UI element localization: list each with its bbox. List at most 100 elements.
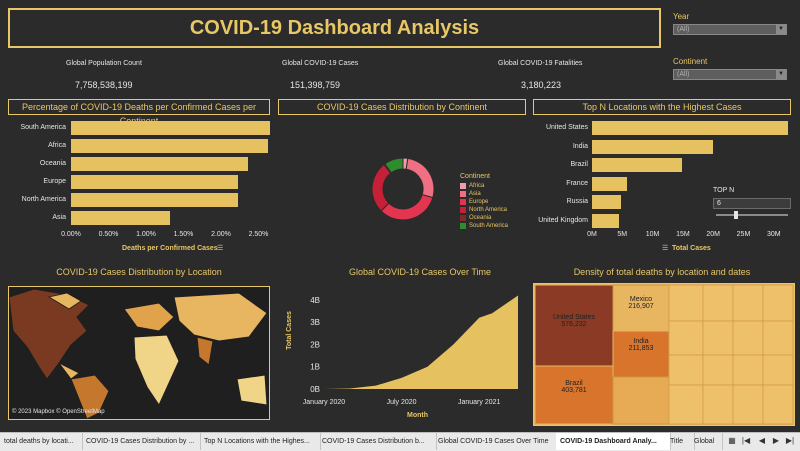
bar-category-label: Oceania bbox=[39, 160, 66, 167]
bar-mark[interactable] bbox=[71, 157, 248, 171]
x-tick-label: 0.00% bbox=[61, 231, 81, 238]
deaths-per-cases-bar-chart[interactable]: South America Africa Oceania Europe North Am… bbox=[8, 118, 270, 263]
continent-donut-chart[interactable] bbox=[366, 152, 440, 226]
legend-item[interactable]: Europe bbox=[460, 199, 530, 205]
treemap-title: Density of total deaths by location and … bbox=[573, 267, 751, 277]
treemap-label-india: India 211,853 bbox=[628, 338, 654, 352]
bar-mark[interactable] bbox=[592, 213, 619, 228]
y-tick-label: 4B bbox=[310, 296, 320, 305]
tab-dashboard[interactable]: COVID-19 Dashboard Analy... bbox=[556, 433, 671, 450]
year-filter-value: (All) bbox=[677, 26, 690, 33]
x-tick-label: 10M bbox=[645, 231, 660, 238]
kpi-fatalities-value: 3,180,223 bbox=[521, 80, 562, 90]
legend-item[interactable]: South America bbox=[460, 223, 530, 229]
year-filter-select[interactable]: (All) ▼ bbox=[673, 24, 787, 35]
bar-mark[interactable] bbox=[71, 139, 268, 153]
legend-label: Oceania bbox=[469, 215, 492, 221]
tab-global[interactable]: Global bbox=[690, 433, 723, 450]
x-tick-label: July 2020 bbox=[387, 399, 417, 406]
bar-mark[interactable] bbox=[592, 176, 627, 191]
topn-chart-title: Top N Locations with the Highest Cases bbox=[533, 99, 791, 115]
topn-slider-track[interactable] bbox=[716, 214, 788, 216]
bar-mark[interactable] bbox=[592, 121, 789, 135]
legend-label: Asia bbox=[469, 191, 481, 197]
sort-icon[interactable]: ☰ bbox=[217, 245, 224, 252]
deaths-chart-title: Percentage of COVID-19 Deaths per Confir… bbox=[8, 99, 270, 126]
area-yaxis-title: Total Cases bbox=[285, 310, 293, 350]
topn-input[interactable]: 6 bbox=[713, 198, 791, 209]
continent-filter-select[interactable]: (All) ▼ bbox=[673, 69, 787, 80]
y-tick-label: 2B bbox=[310, 340, 320, 349]
y-tick-label: 1B bbox=[310, 363, 320, 372]
area-series[interactable] bbox=[324, 295, 518, 389]
kpi-population-label: Global Population Count bbox=[66, 60, 142, 67]
legend-swatch bbox=[460, 191, 466, 197]
donut-slice[interactable] bbox=[371, 163, 392, 212]
donut-chart-title: COVID-19 Cases Distribution by Continent bbox=[278, 99, 526, 115]
tab-cases-distribution-1[interactable]: COVID-19 Cases Distribution by ... bbox=[82, 433, 201, 450]
bar-mark[interactable] bbox=[592, 195, 622, 209]
legend-label: Africa bbox=[469, 183, 485, 189]
first-sheet-icon[interactable]: |◀ bbox=[741, 436, 751, 445]
tab-cases-over-time[interactable]: Global COVID-19 Cases Over Time bbox=[434, 433, 559, 450]
x-tick-label: January 2021 bbox=[458, 399, 501, 406]
x-tick-label: 0M bbox=[587, 231, 597, 238]
bar-mark[interactable] bbox=[71, 193, 239, 207]
tab-total-deaths[interactable]: total deaths by locati... bbox=[0, 433, 83, 450]
legend-item[interactable]: Africa bbox=[460, 183, 530, 189]
bar-category-label: North America bbox=[21, 196, 66, 203]
chevron-down-icon[interactable]: ▼ bbox=[776, 70, 786, 79]
legend-swatch bbox=[460, 223, 466, 229]
tab-top-n-locations[interactable]: Top N Locations with the Highes... bbox=[200, 433, 321, 450]
cases-over-time-area-chart[interactable]: 0B 1B 2B 3B 4B January 2020 July 2020 January 2… bbox=[296, 286, 526, 420]
year-filter-label: Year bbox=[673, 12, 690, 21]
x-tick-label: January 2020 bbox=[303, 399, 346, 406]
sheet-grid-icon[interactable]: ▦ bbox=[728, 436, 736, 445]
bar-category-label: Africa bbox=[48, 142, 66, 149]
y-tick-label: 3B bbox=[310, 318, 320, 327]
map-title: COVID-19 Cases Distribution by Location bbox=[56, 267, 222, 277]
legend-label: South America bbox=[469, 223, 509, 229]
treemap-label-brazil: Brazil 403,781 bbox=[561, 380, 587, 394]
bar-category-label: Brazil bbox=[570, 161, 588, 168]
legend-swatch bbox=[460, 215, 466, 221]
x-tick-label: 1.00% bbox=[136, 231, 156, 238]
topn-parameter-label: TOP N bbox=[713, 187, 735, 194]
bar-category-label: United States bbox=[545, 124, 588, 131]
donut-legend: Africa Asia Europe North America Oceania Sout… bbox=[460, 183, 530, 231]
last-sheet-icon[interactable]: ▶| bbox=[785, 436, 795, 445]
donut-legend-title: Continent bbox=[460, 173, 490, 180]
donut-slice[interactable] bbox=[380, 193, 434, 221]
kpi-cases-label: Global COVID-19 Cases bbox=[282, 60, 359, 67]
chevron-down-icon[interactable]: ▼ bbox=[776, 25, 786, 34]
bar-mark[interactable] bbox=[71, 121, 270, 135]
donut-slice[interactable] bbox=[384, 157, 404, 174]
top-locations-bar-chart[interactable]: United States India Brazil France Russia Unit… bbox=[533, 118, 791, 243]
map-credit: © 2023 Mapbox © OpenStreetMap bbox=[12, 409, 105, 415]
x-tick-label: 25M bbox=[736, 231, 751, 238]
legend-swatch bbox=[460, 183, 466, 189]
bar-mark[interactable] bbox=[71, 211, 170, 225]
bar-mark[interactable] bbox=[71, 175, 239, 189]
continent-filter-value: (All) bbox=[677, 71, 690, 78]
legend-item[interactable]: North America bbox=[460, 207, 530, 213]
donut-slice[interactable] bbox=[405, 157, 435, 199]
bar-mark[interactable] bbox=[592, 158, 682, 172]
topn-slider-handle[interactable] bbox=[734, 211, 738, 219]
legend-item[interactable]: Oceania bbox=[460, 215, 530, 221]
next-sheet-icon[interactable]: ▶ bbox=[772, 436, 780, 445]
legend-swatch bbox=[460, 207, 466, 213]
sort-icon[interactable]: ☰ bbox=[662, 245, 669, 252]
bar-category-label: France bbox=[566, 179, 588, 187]
legend-item[interactable]: Asia bbox=[460, 191, 530, 197]
prev-sheet-icon[interactable]: ◀ bbox=[758, 436, 766, 445]
cases-world-map[interactable] bbox=[8, 286, 270, 420]
bar-mark[interactable] bbox=[592, 139, 713, 154]
bar-category-label: Asia bbox=[52, 214, 66, 221]
deaths-treemap[interactable]: United States 576,232 Brazil 403,781 Mexic… bbox=[533, 283, 795, 426]
legend-label: Europe bbox=[469, 199, 489, 205]
legend-label: North America bbox=[469, 207, 508, 213]
tab-title[interactable]: Title bbox=[666, 433, 695, 450]
tab-cases-distribution-2[interactable]: COVID-19 Cases Distribution b... bbox=[318, 433, 437, 450]
bar-category-label: India bbox=[572, 142, 588, 150]
